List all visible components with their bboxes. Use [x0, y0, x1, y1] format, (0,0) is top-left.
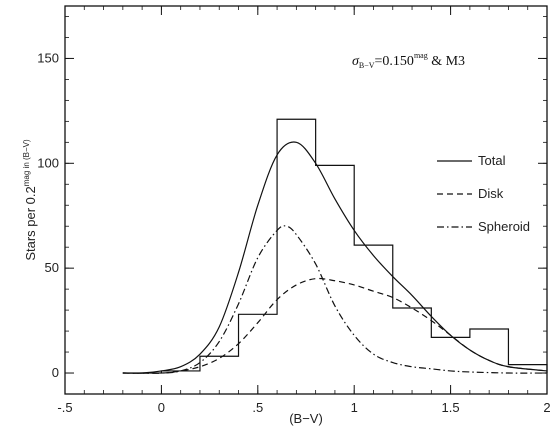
sigma-annotation: σB−V=0.150mag & M3 — [352, 51, 465, 70]
sigma-value: =0.150 — [375, 54, 414, 69]
y-tick-label: 150 — [37, 50, 59, 65]
y-axis-label: Stars per 0.2mag in (B−V) — [22, 139, 38, 261]
sigma-value-sup: mag — [414, 51, 428, 60]
y-tick-label: 100 — [37, 155, 59, 170]
x-tick-label: .5 — [252, 400, 263, 415]
series-spheroid-line — [122, 225, 548, 374]
y-tick-label: 50 — [45, 260, 59, 275]
plot-frame — [64, 5, 548, 395]
x-tick-label: 0 — [158, 400, 165, 415]
legend: Total Disk Spheroid — [437, 153, 530, 234]
histogram-layer — [122, 118, 548, 374]
legend-label-disk: Disk — [478, 186, 504, 201]
sigma-suffix: & M3 — [428, 54, 465, 69]
y-axis-label-sup: mag — [22, 171, 31, 187]
x-tick-label: 1 — [351, 400, 358, 415]
y-axis-label-suffix: in (B−V) — [22, 139, 31, 171]
legend-label-spheroid: Spheroid — [478, 219, 530, 234]
legend-label-total: Total — [478, 153, 506, 168]
curves-layer — [122, 141, 548, 374]
x-tick-label: -.5 — [57, 400, 72, 415]
histogram-outline — [122, 118, 548, 374]
ticks-layer: -.5 0 .5 1 1.5 2 0 50 100 150 — [37, 6, 551, 415]
y-axis-label-prefix: Stars per 0.2 — [23, 186, 38, 260]
x-axis-label: (B−V) — [289, 411, 323, 426]
y-tick-label: 0 — [52, 365, 59, 380]
sigma-subscript: B−V — [359, 61, 375, 70]
sigma-symbol: σ — [352, 54, 360, 69]
series-disk-line — [122, 277, 548, 374]
x-tick-label: 1.5 — [442, 400, 460, 415]
series-total-line — [122, 141, 548, 374]
x-tick-label: 2 — [543, 400, 550, 415]
